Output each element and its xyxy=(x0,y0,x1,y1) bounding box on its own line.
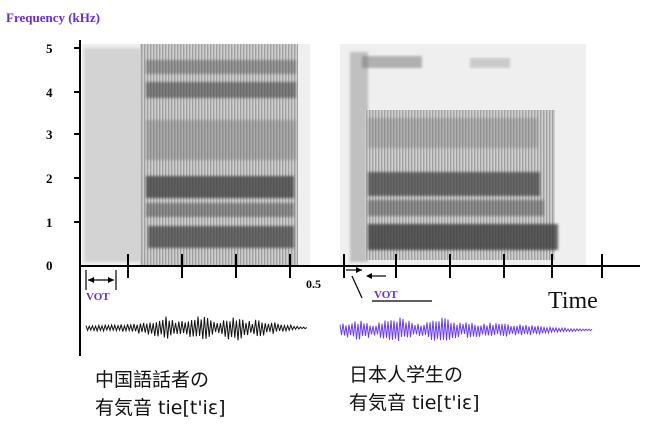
caption-left-line2: 有気音 tie[t'iɛ] xyxy=(95,397,226,419)
x-axis-title: Time xyxy=(548,288,598,314)
y-tick-label-0: 0 xyxy=(46,258,53,273)
vot-label-right: VOT xyxy=(374,289,398,301)
waveform-left xyxy=(85,316,308,341)
caption-right-line1: 日本人学生の xyxy=(349,364,463,386)
waveform-right xyxy=(339,317,593,342)
x-ticks xyxy=(127,254,603,278)
caption-right-line2: 有気音 tie[t'iɛ] xyxy=(349,392,480,414)
y-axis-title: Frequency (kHz) xyxy=(6,10,100,25)
vot-marker-right: 0.5 VOT xyxy=(306,267,432,302)
caption-left-line1: 中国語話者の xyxy=(95,369,209,391)
spectrogram-right xyxy=(340,44,586,266)
y-tick-label-4: 4 xyxy=(46,85,53,100)
y-tick-label-5: 5 xyxy=(46,41,53,56)
y-tick-label-2: 2 xyxy=(46,171,53,186)
y-tick-label-1: 1 xyxy=(46,215,53,230)
vot-label-left: VOT xyxy=(86,291,110,303)
vot-marker-left: VOT xyxy=(85,270,117,303)
scale-label: 0.5 xyxy=(306,277,321,291)
y-ticks: 5 4 3 2 1 0 xyxy=(46,41,80,273)
y-tick-label-3: 3 xyxy=(46,127,53,142)
spectrogram-left xyxy=(82,44,310,266)
